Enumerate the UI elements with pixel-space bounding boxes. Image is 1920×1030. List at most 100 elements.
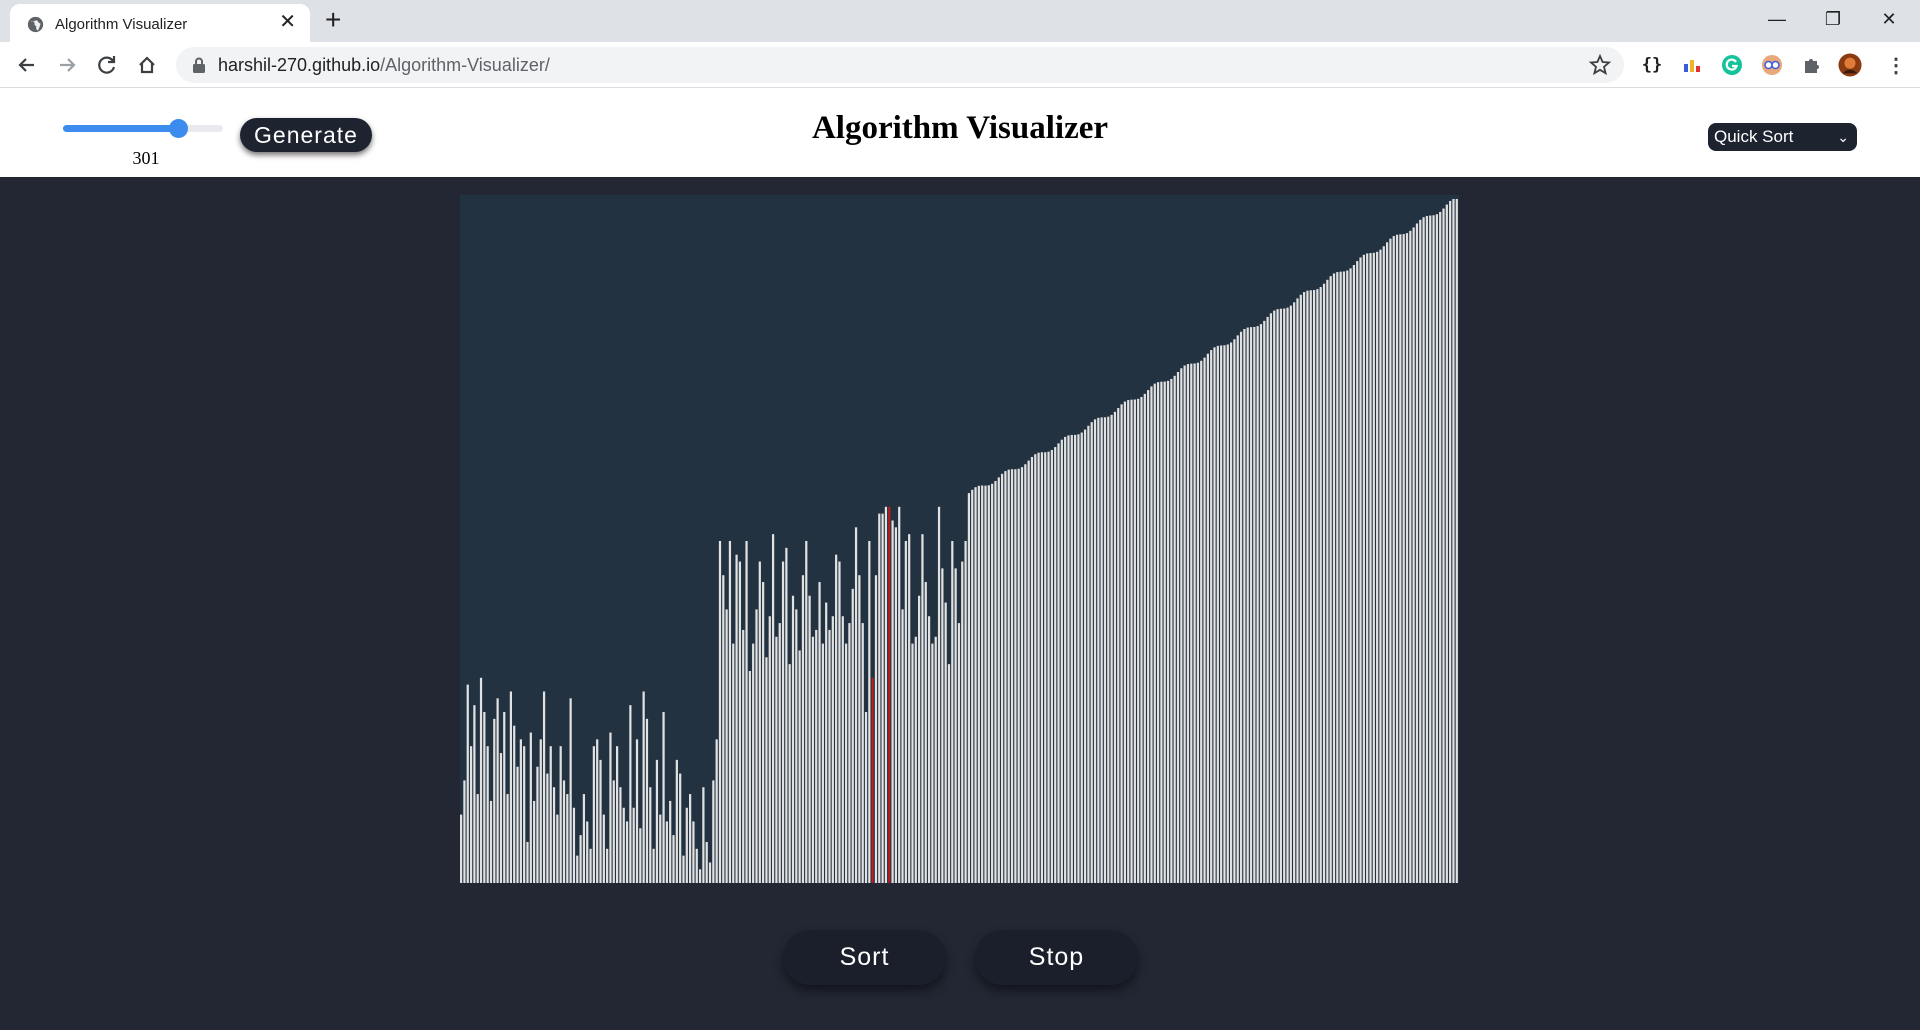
array-bar	[1266, 316, 1269, 883]
array-bar	[964, 541, 967, 883]
array-bar	[596, 739, 599, 883]
lock-icon	[193, 57, 205, 73]
array-bar	[1037, 452, 1040, 883]
array-bar	[715, 739, 718, 883]
extensions-puzzle-icon[interactable]	[1800, 53, 1824, 77]
array-bar	[1120, 404, 1123, 883]
array-bar	[665, 821, 668, 883]
array-bar	[689, 794, 692, 883]
new-tab-icon[interactable]: +	[325, 4, 342, 35]
array-bar	[778, 623, 781, 883]
array-bar	[1452, 199, 1455, 883]
array-bar	[815, 629, 818, 883]
array-bar	[479, 677, 483, 883]
array-bar	[1405, 233, 1409, 883]
array-bar	[1123, 401, 1127, 883]
array-bar	[1000, 473, 1004, 883]
array-bar	[987, 485, 990, 883]
close-tab-icon[interactable]: ✕	[279, 11, 296, 33]
array-bar	[1166, 380, 1170, 883]
array-bar	[752, 643, 755, 883]
profile-avatar[interactable]	[1838, 53, 1862, 77]
array-bar	[486, 746, 489, 883]
array-bar	[489, 800, 493, 883]
array-bar	[609, 732, 612, 883]
array-bar	[1113, 411, 1117, 883]
array-bar	[911, 643, 914, 883]
array-bar	[1342, 271, 1346, 883]
array-bar	[523, 746, 526, 883]
address-bar[interactable]: harshil-270.github.io/Algorithm-Visualiz…	[176, 47, 1624, 83]
array-bar	[592, 746, 595, 883]
grammarly-icon[interactable]	[1720, 53, 1744, 77]
array-bar	[745, 541, 748, 883]
array-bar	[1140, 396, 1143, 883]
sort-button[interactable]: Sort	[783, 930, 946, 985]
array-bar	[795, 609, 798, 883]
array-bar	[622, 807, 625, 883]
array-size-slider[interactable]	[63, 119, 223, 138]
array-bar	[758, 561, 761, 883]
array-bar	[536, 766, 539, 883]
array-bar	[961, 561, 964, 883]
array-bar	[1103, 417, 1107, 883]
bookmark-star-icon[interactable]	[1588, 53, 1612, 77]
browser-tabstrip: Algorithm Visualizer ✕ + — ❐ ✕	[0, 0, 1920, 42]
array-bar	[742, 629, 745, 883]
array-bar	[576, 855, 579, 883]
close-window-icon[interactable]: ✕	[1881, 9, 1897, 29]
array-bar	[1160, 381, 1163, 883]
browser-tab[interactable]: Algorithm Visualizer ✕	[10, 4, 310, 42]
array-bar	[891, 520, 894, 883]
array-bar	[838, 561, 841, 883]
array-bar	[602, 814, 605, 883]
restore-icon[interactable]: ❐	[1824, 9, 1842, 29]
array-bar	[1352, 265, 1356, 883]
array-bar	[858, 575, 861, 883]
slider-thumb[interactable]	[169, 119, 188, 138]
generate-button[interactable]: Generate	[240, 118, 372, 152]
reload-icon[interactable]	[92, 50, 122, 80]
browser-menu-icon[interactable]: ⋮	[1886, 54, 1906, 77]
array-bar	[1425, 215, 1429, 883]
array-bar	[1143, 393, 1146, 883]
array-bar	[635, 739, 639, 883]
array-bar	[811, 636, 815, 883]
stop-button[interactable]: Stop	[975, 930, 1138, 985]
home-icon[interactable]	[132, 50, 162, 80]
array-bar	[755, 609, 758, 883]
array-bar	[695, 848, 698, 883]
array-bar	[519, 739, 522, 883]
minimize-icon[interactable]: —	[1768, 9, 1786, 29]
url-text: harshil-270.github.io/Algorithm-Visualiz…	[218, 55, 550, 76]
array-bar	[732, 643, 735, 883]
array-bar	[672, 835, 675, 883]
forward-icon[interactable]	[52, 50, 82, 80]
array-bar	[1203, 357, 1206, 883]
owl-extension-icon[interactable]	[1760, 53, 1784, 77]
back-icon[interactable]	[12, 50, 42, 80]
array-bar	[692, 821, 695, 883]
array-bar	[821, 643, 824, 883]
array-bar	[894, 527, 897, 883]
array-bar	[1349, 268, 1352, 883]
array-bar	[642, 691, 645, 883]
bar-chart-extension-icon[interactable]	[1680, 53, 1704, 77]
algorithm-select[interactable]: Quick Sort ⌄	[1708, 123, 1857, 151]
array-bar	[1170, 378, 1173, 883]
array-bar	[476, 794, 479, 883]
array-bar	[1402, 234, 1405, 883]
array-bar	[1173, 375, 1176, 883]
array-bar	[1200, 360, 1203, 883]
array-bar	[1223, 345, 1226, 883]
array-bar	[1276, 309, 1279, 883]
array-bar	[931, 643, 934, 883]
array-bar	[1034, 454, 1037, 883]
json-viewer-extension-icon[interactable]: {}	[1641, 55, 1663, 75]
array-bar	[884, 506, 888, 883]
array-bar	[1409, 230, 1412, 883]
array-bar	[662, 712, 665, 883]
array-bar	[483, 712, 486, 883]
array-bar	[1156, 382, 1160, 883]
array-bar	[1299, 294, 1302, 883]
